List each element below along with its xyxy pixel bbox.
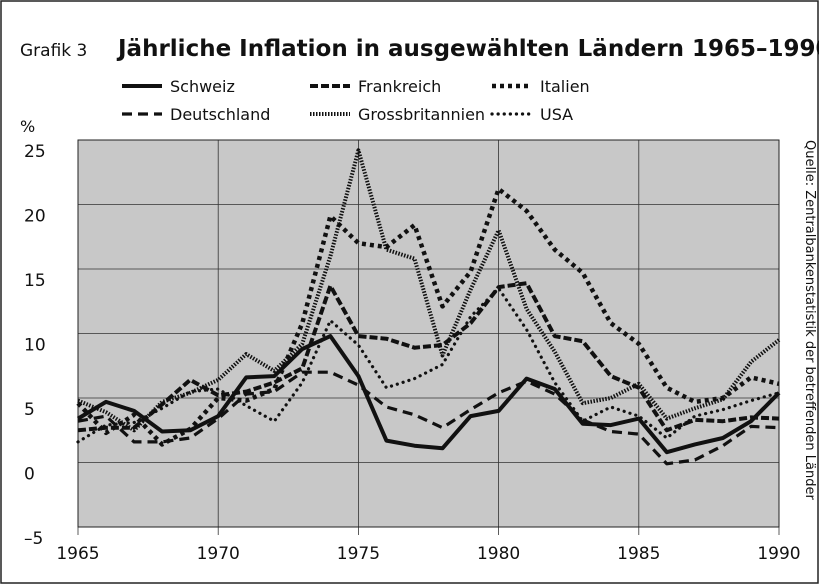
x-tick-label: 1970	[197, 544, 240, 564]
line-series	[76, 334, 781, 455]
y-tick-label: 10	[24, 336, 46, 356]
y-tick-label: –5	[24, 529, 43, 549]
chart-label: Grafik 3	[20, 41, 87, 61]
line-series	[77, 370, 780, 466]
legend-label: Italien	[540, 77, 590, 96]
y-tick-label: 20	[24, 207, 46, 227]
y-tick-label: 15	[24, 271, 46, 291]
legend-label: Frankreich	[358, 77, 441, 96]
line-series	[77, 281, 780, 433]
x-tick-label: 1975	[337, 544, 380, 564]
legend-label: USA	[540, 105, 573, 124]
chart-title: Jährliche Inflation in ausgewählten Länd…	[116, 36, 819, 62]
legend-label: Schweiz	[170, 77, 235, 96]
legend-label: Deutschland	[170, 105, 270, 124]
y-tick-label: 0	[24, 465, 35, 485]
source: Quelle: Zentralbankenstatistik der betre…	[802, 140, 817, 500]
y-tick-label: 25	[24, 142, 46, 162]
x-tick-label: 1980	[477, 544, 520, 564]
y-tick-label: 5	[24, 400, 35, 420]
plot-border	[77, 139, 780, 528]
line-series	[76, 186, 780, 447]
x-tick-label: 1985	[617, 544, 660, 564]
x-tick-label: 1965	[56, 544, 99, 564]
legend-label: Grossbritannien	[358, 105, 485, 124]
x-tick-label: 1990	[757, 544, 800, 564]
line-series	[76, 286, 781, 444]
y-unit: %	[20, 117, 35, 136]
